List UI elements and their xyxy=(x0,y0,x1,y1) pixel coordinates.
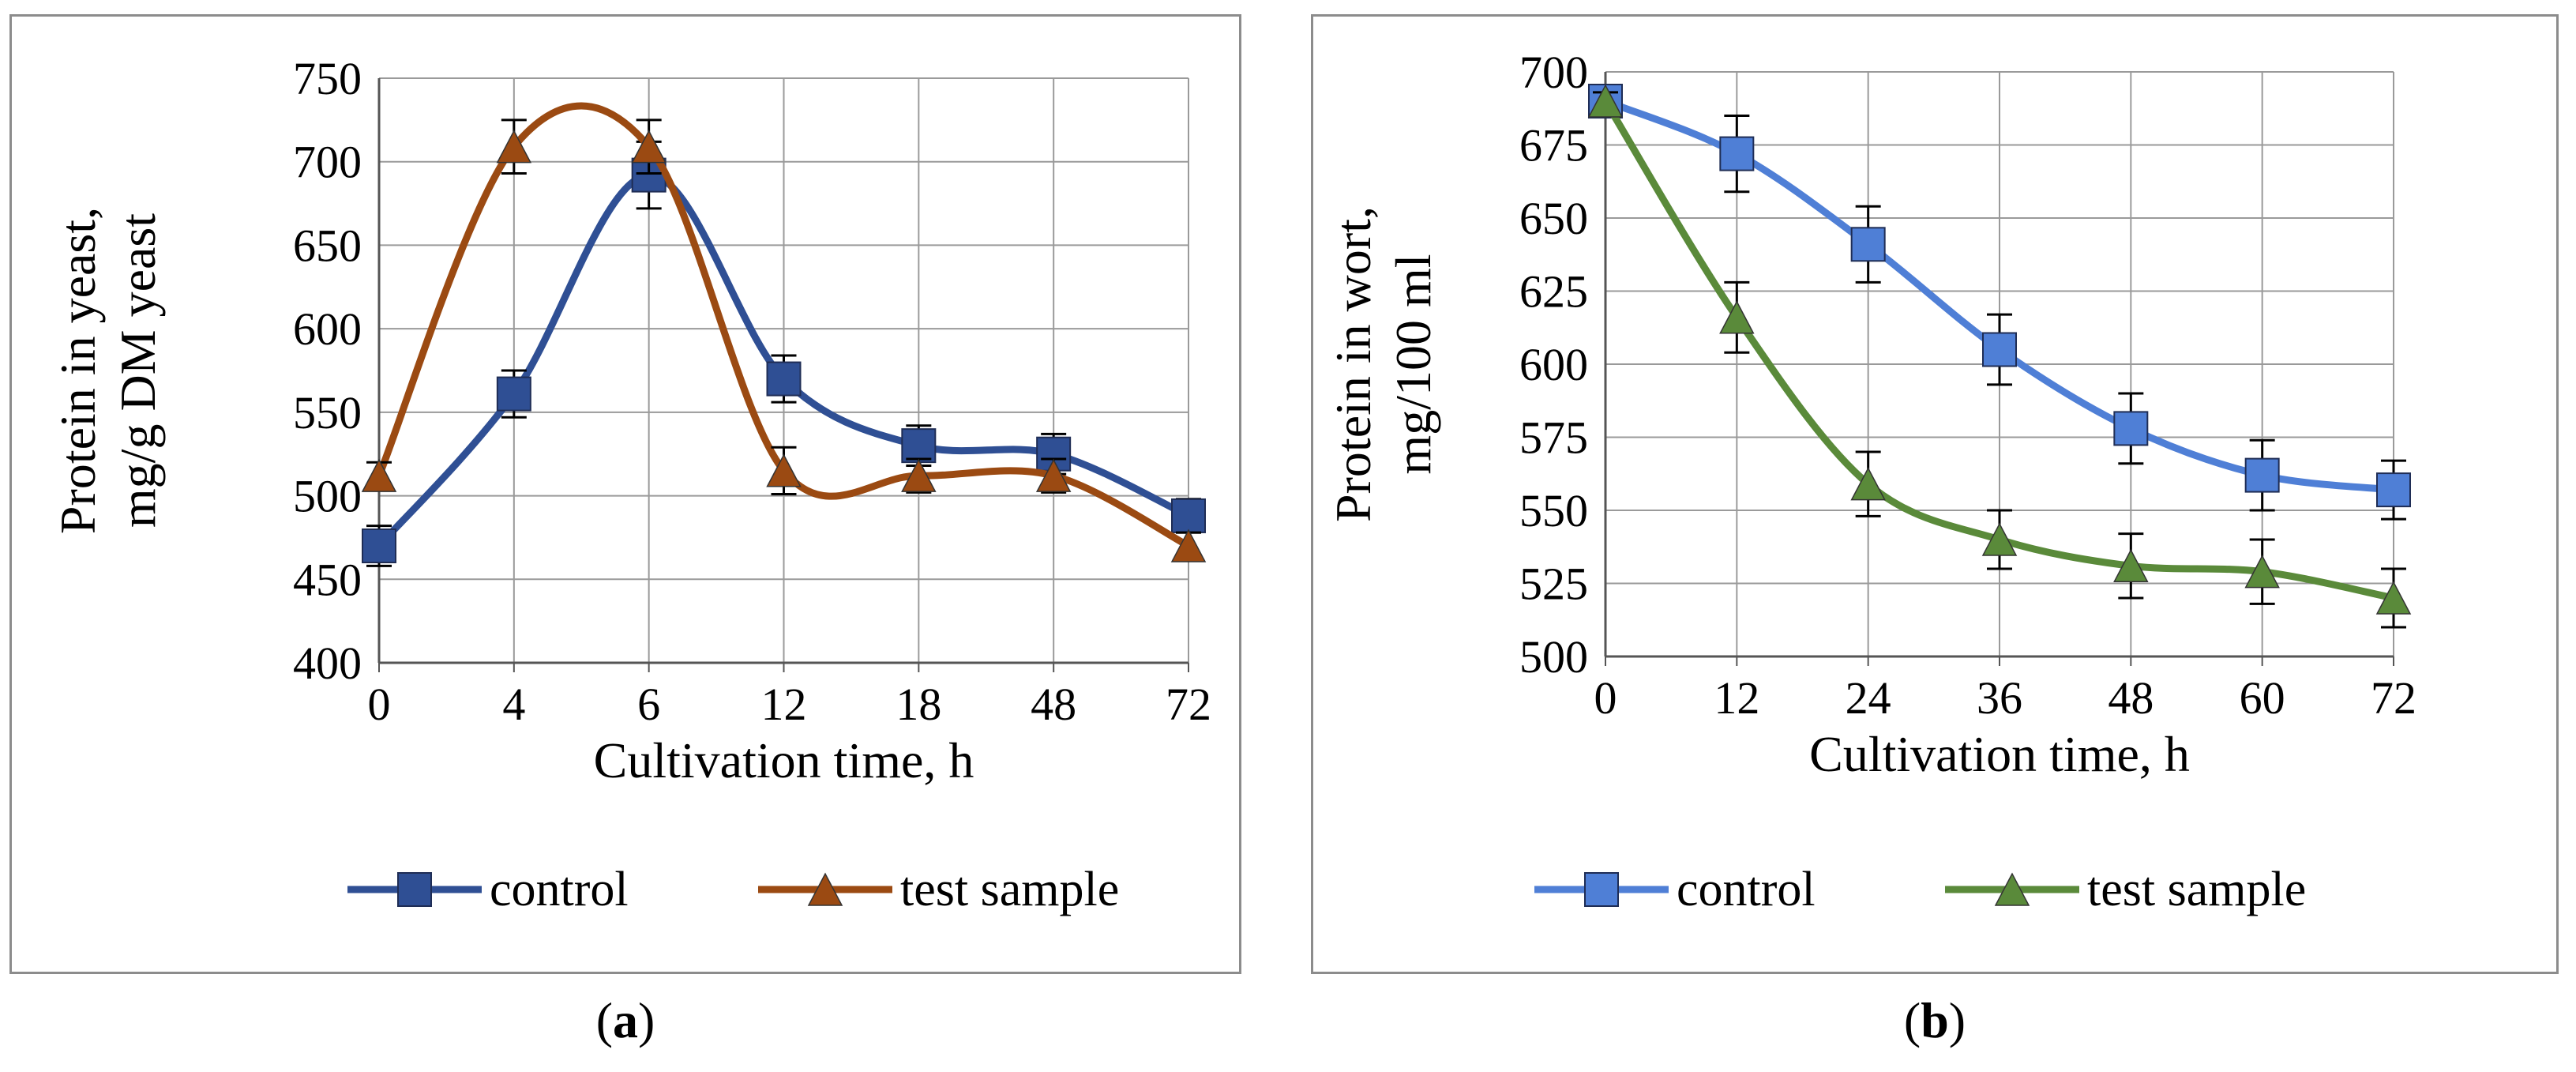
caption-a-label: a xyxy=(613,992,638,1048)
x-tick-label: 48 xyxy=(2108,672,2154,724)
caption-b-label: b xyxy=(1921,992,1949,1048)
legend-label: control xyxy=(490,863,629,916)
y-tick-label: 575 xyxy=(1519,412,1588,464)
data-point xyxy=(1982,332,2017,367)
data-point xyxy=(766,361,802,397)
legend-label: control xyxy=(1677,863,1816,916)
data-point xyxy=(1719,136,1755,171)
x-axis-label: Cultivation time, h xyxy=(1809,726,2190,782)
data-point xyxy=(2113,548,2149,582)
series-control xyxy=(1588,84,2411,521)
y-tick-label: 700 xyxy=(1519,47,1588,98)
y-tick-label: 500 xyxy=(293,471,362,522)
y-tick-label: 400 xyxy=(293,638,362,689)
y-tick-label: 650 xyxy=(1519,193,1588,244)
x-tick-label: 12 xyxy=(1714,672,1759,724)
x-tick-label: 72 xyxy=(2371,672,2416,724)
y-tick-label: 600 xyxy=(1519,339,1588,390)
y-tick-label: 650 xyxy=(293,220,362,271)
chart-b: 500 525 550 575 600 625 650 675 700 0 12 24 36 48 60 72… xyxy=(1325,47,2416,916)
y-tick-label: 500 xyxy=(1519,631,1588,683)
data-point xyxy=(1981,522,2018,556)
chart-panel-b: 500 525 550 575 600 625 650 675 700 0 12 24 36 48 60 72… xyxy=(1311,14,2559,974)
x-tick-label: 6 xyxy=(637,679,660,730)
chart-a: 400 450 500 550 600 650 700 750 0 4 6 12 18 48 72 Culti… xyxy=(50,53,1211,916)
data-point xyxy=(362,528,396,563)
data-point xyxy=(1850,467,1886,501)
series-test-sample xyxy=(361,102,1207,562)
legend-label: test sample xyxy=(900,863,1119,916)
y-axis-label: Protein in yeast, xyxy=(50,207,106,534)
x-tick-label: 36 xyxy=(1977,672,2022,724)
data-point xyxy=(361,458,397,492)
data-point xyxy=(1719,300,1755,334)
x-tick-label: 72 xyxy=(1166,679,1211,730)
x-tick-label: 0 xyxy=(368,679,391,730)
legend: control test sample xyxy=(347,863,1119,916)
y-tick-label: 550 xyxy=(1519,485,1588,536)
x-tick-label: 24 xyxy=(1846,672,1891,724)
x-tick-label: 60 xyxy=(2240,672,2285,724)
data-point xyxy=(496,130,532,164)
data-point xyxy=(1850,227,1886,262)
caption-b: (b) xyxy=(1903,992,1966,1048)
data-point xyxy=(631,130,667,164)
y-tick-label: 700 xyxy=(293,137,362,188)
data-point xyxy=(901,428,937,464)
data-point xyxy=(766,453,802,487)
data-point xyxy=(2244,555,2280,589)
y-axis-label: mg/g DM yeast xyxy=(110,213,166,528)
data-point xyxy=(1171,498,1206,533)
data-point xyxy=(1035,458,1072,492)
data-point xyxy=(2113,411,2149,446)
y-axis-label: Protein in wort, xyxy=(1325,206,1381,522)
y-tick-label: 625 xyxy=(1519,266,1588,318)
y-tick-label: 525 xyxy=(1519,559,1588,610)
data-point xyxy=(1170,528,1207,562)
x-axis-label: Cultivation time, h xyxy=(594,732,974,788)
y-tick-label: 675 xyxy=(1519,120,1588,171)
legend-marker xyxy=(1584,872,1619,907)
y-axis-label: mg/100 ml xyxy=(1385,254,1441,474)
data-point xyxy=(901,458,937,492)
y-tick-label: 550 xyxy=(293,387,362,438)
y-tick-label: 600 xyxy=(293,303,362,355)
y-tick-label: 450 xyxy=(293,554,362,605)
data-point xyxy=(2376,472,2411,508)
data-point xyxy=(496,376,531,412)
caption-a: (a) xyxy=(595,992,655,1048)
x-tick-label: 12 xyxy=(761,679,807,730)
legend-marker xyxy=(397,872,432,907)
legend-label: test sample xyxy=(2087,863,2306,916)
y-tick-label: 750 xyxy=(293,53,362,104)
series-test-sample xyxy=(1587,84,2412,629)
chart-panel-a: 400 450 500 550 600 650 700 750 0 4 6 12 18 48 72 Culti… xyxy=(9,14,1241,974)
x-tick-label: 0 xyxy=(1594,672,1617,724)
legend-marker xyxy=(1994,872,2030,906)
x-tick-label: 4 xyxy=(502,679,525,730)
data-point xyxy=(1587,84,1624,118)
x-tick-label: 48 xyxy=(1031,679,1076,730)
data-point xyxy=(2244,457,2280,493)
data-point xyxy=(2375,581,2412,615)
x-tick-label: 18 xyxy=(896,679,941,730)
series-line xyxy=(375,102,1191,549)
legend: control test sample xyxy=(1534,863,2306,916)
legend-marker xyxy=(807,872,843,906)
